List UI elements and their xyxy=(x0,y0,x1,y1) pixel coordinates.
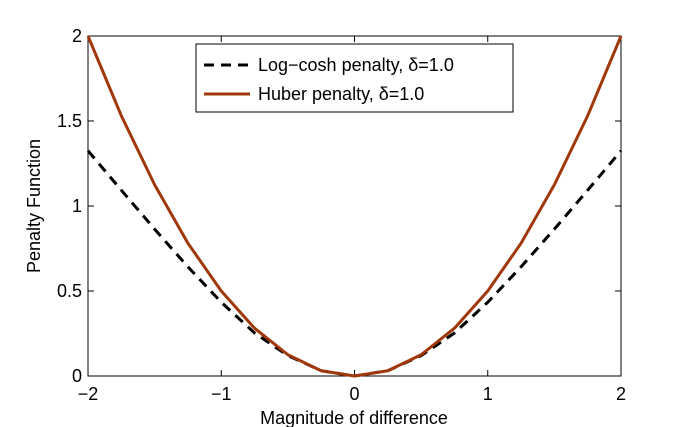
series-layer xyxy=(86,35,623,378)
x-tick-label: 2 xyxy=(616,384,626,404)
x-tick-label: −2 xyxy=(78,384,99,404)
x-tick-label: 1 xyxy=(483,384,493,404)
y-tick-label: 1 xyxy=(72,196,82,216)
x-tick-label: 0 xyxy=(349,384,359,404)
x-tick-label: −1 xyxy=(211,384,232,404)
y-tick-label: 0.5 xyxy=(57,281,82,301)
legend: Log−cosh penalty, δ=1.0 Huber penalty, δ… xyxy=(195,43,514,113)
tick-labels: −2 −1 0 1 2 0 0.5 1 1.5 2 xyxy=(57,26,626,404)
y-axis-title: Penalty Function xyxy=(24,139,44,273)
y-tick-label: 0 xyxy=(72,366,82,386)
series-line-huber xyxy=(86,35,623,378)
y-tick-label: 1.5 xyxy=(57,111,82,131)
legend-box xyxy=(195,43,514,113)
legend-label-logcosh: Log−cosh penalty, δ=1.0 xyxy=(258,55,454,75)
y-tick-label: 2 xyxy=(72,26,82,46)
x-axis-title: Magnitude of difference xyxy=(260,408,448,427)
legend-label-huber: Huber penalty, δ=1.0 xyxy=(258,84,424,104)
